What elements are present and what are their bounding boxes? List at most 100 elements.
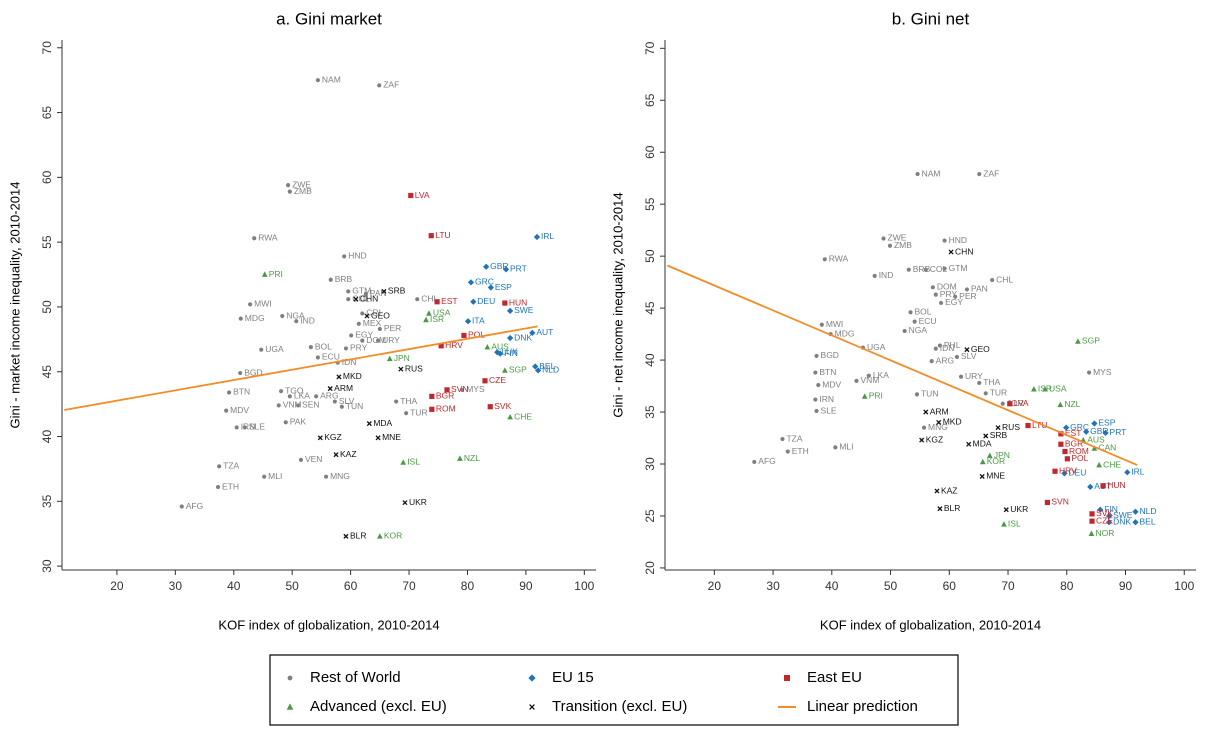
point-label: ARM [334, 383, 353, 393]
point [317, 435, 323, 441]
point [461, 332, 467, 339]
point-label: HUN [1107, 480, 1125, 490]
point-label: KAZ [340, 449, 357, 459]
point [934, 488, 940, 494]
point-label: LTU [435, 230, 450, 240]
point-label: HUN [509, 297, 527, 307]
point-label: VEN [305, 454, 322, 464]
point [816, 382, 821, 388]
point-label: BGR [436, 391, 454, 401]
point [444, 387, 450, 393]
point-label: CRI [366, 308, 381, 318]
point-label: RUS [1002, 422, 1020, 432]
point [295, 403, 301, 408]
x-tick-label: 70 [1001, 579, 1015, 593]
y-tick-label: 35 [643, 405, 657, 419]
y-tick-label: 50 [40, 300, 54, 314]
point [1058, 431, 1064, 437]
y-tick-label: 70 [40, 41, 54, 55]
point-label: CHE [514, 411, 532, 421]
point [353, 296, 359, 302]
point-label: POL [1071, 453, 1088, 463]
point [280, 313, 285, 319]
point [398, 366, 404, 372]
point-label: HND [348, 251, 366, 261]
point [986, 452, 993, 459]
point-label: KGZ [926, 434, 943, 444]
point [428, 233, 434, 239]
point [460, 387, 465, 392]
x-tick-label: 80 [1060, 579, 1074, 593]
point [279, 389, 284, 394]
point [434, 299, 440, 305]
point [356, 321, 361, 326]
point [1052, 468, 1058, 474]
legend-label: EU 15 [552, 669, 594, 686]
point [1088, 530, 1095, 536]
point-label: SEN [302, 400, 319, 410]
point-label: BOL [315, 341, 332, 351]
point-label: IRN [241, 422, 256, 432]
x-tick-label: 60 [943, 579, 957, 593]
point-label: SLE [249, 422, 265, 432]
point [1000, 401, 1005, 406]
point [1089, 518, 1095, 524]
point [470, 298, 477, 305]
point-label: SVN [1051, 497, 1068, 507]
point [323, 474, 329, 479]
point-label: SLE [821, 405, 837, 415]
x-tick-label: 100 [574, 579, 594, 593]
point [262, 474, 267, 479]
point-label: AFG [186, 501, 203, 511]
point [979, 458, 986, 465]
point-label: BOL [915, 307, 932, 317]
point [457, 455, 463, 461]
point-label: ZMB [894, 240, 912, 250]
point [964, 347, 970, 353]
point [342, 254, 347, 259]
point [215, 484, 221, 490]
linear-prediction [666, 264, 1138, 466]
point [464, 318, 472, 325]
point-label: MNE [986, 471, 1005, 481]
legend-marker [528, 674, 536, 682]
point-label: ETH [792, 446, 809, 456]
point-label: MEX [363, 318, 382, 328]
point-label: BGR [1065, 439, 1083, 449]
point [814, 408, 819, 414]
point-label: PAK [290, 417, 307, 427]
point [1042, 386, 1048, 392]
point-label: CAN [1098, 443, 1116, 453]
point [315, 355, 320, 360]
point-label: NZL [1064, 399, 1080, 409]
point-label: FIN [504, 348, 518, 358]
point [423, 316, 429, 323]
point-label: ARG [936, 355, 954, 365]
point [813, 370, 818, 375]
x-tick-label: 50 [286, 579, 300, 593]
y-tick-label: 55 [40, 235, 54, 249]
point [902, 328, 907, 334]
point-label: NGA [909, 325, 928, 335]
point-label: MKD [943, 417, 962, 427]
point [1058, 441, 1064, 447]
x-tick-label: 90 [519, 579, 533, 593]
point-label: TGO [285, 385, 304, 395]
point [339, 404, 344, 409]
point [377, 326, 382, 332]
point-label: RUS [405, 363, 423, 373]
point-label: MYS [466, 384, 485, 394]
point [529, 329, 536, 336]
point [415, 297, 420, 302]
point-label: ZWE [888, 233, 907, 243]
point [217, 464, 222, 469]
point [287, 189, 292, 194]
point [438, 343, 444, 349]
point-label: FIN [1104, 504, 1118, 514]
point [929, 359, 934, 364]
point-label: NZL [464, 453, 480, 463]
legend-marker [529, 704, 535, 710]
point-label: MDG [245, 313, 265, 323]
point-label: UKR [409, 497, 427, 507]
point-label: HRV [445, 340, 463, 350]
